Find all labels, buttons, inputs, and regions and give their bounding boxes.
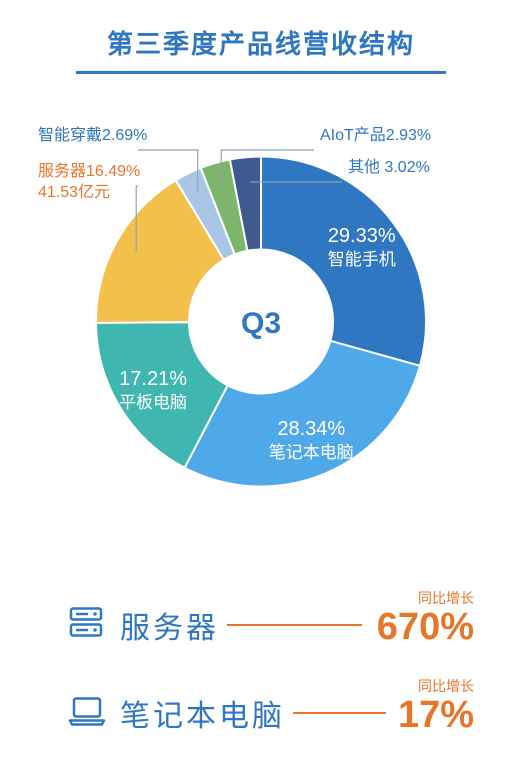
- growth-value: 670%: [377, 608, 474, 646]
- growth-connector: [227, 624, 362, 626]
- slice-label-external: 服务器16.49%41.53亿元: [38, 162, 140, 204]
- page-title: 第三季度产品线营收结构: [0, 0, 522, 61]
- slice-label-external: 智能穿戴2.69%: [38, 126, 147, 147]
- growth-value: 17%: [398, 696, 474, 734]
- donut-chart: Q3 29.33%智能手机28.34%笔记本电脑17.21%平板电脑服务器16.…: [0, 84, 522, 564]
- growth-name: 服务器: [120, 603, 219, 647]
- growth-name: 笔记本电脑: [120, 691, 285, 735]
- title-underline: [76, 71, 446, 74]
- title-text: 第三季度产品线营收结构: [107, 29, 415, 59]
- donut-slice: [261, 157, 426, 366]
- server-icon: [66, 603, 106, 648]
- growth-row: 笔记本电脑 同比增长17%: [0, 678, 522, 748]
- growth-small-label: 同比增长: [418, 676, 474, 696]
- donut-center-label: Q3: [241, 307, 281, 341]
- growth-small-label: 同比增长: [418, 588, 474, 608]
- growth-row: 服务器 同比增长670%: [0, 590, 522, 660]
- laptop-icon: [66, 691, 108, 736]
- donut-slice: [185, 341, 420, 487]
- slice-label-external: 其他 3.02%: [348, 158, 430, 179]
- slice-label-external: AIoT产品2.93%: [320, 126, 431, 147]
- growth-connector: [293, 712, 386, 714]
